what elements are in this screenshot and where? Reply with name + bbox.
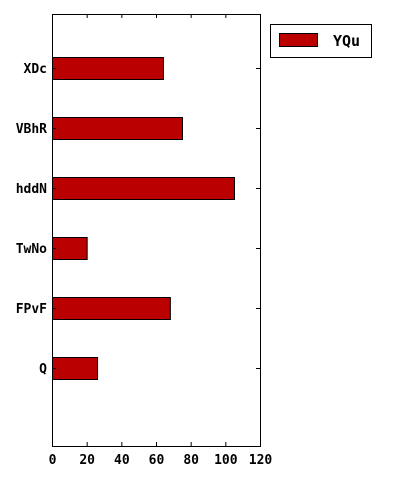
y-tick-label: TwNo: [16, 242, 47, 257]
bar-twno: [52, 237, 88, 260]
y-tick-label: Q: [39, 362, 47, 377]
x-tick-label: 40: [114, 453, 130, 468]
legend-label-yqu: YQu: [333, 32, 360, 50]
x-tick-label: 20: [79, 453, 95, 468]
y-axis: Q FPvF TwNo hddN VBhR XDc: [16, 62, 260, 377]
y-tick-label: hddN: [16, 182, 47, 197]
x-tick-label: 60: [149, 453, 165, 468]
legend-swatch: [279, 33, 318, 47]
bar-hddn: [52, 177, 235, 200]
bars-layer: [52, 57, 235, 380]
y-tick-label: VBhR: [16, 122, 47, 137]
x-tick-label: 100: [214, 453, 238, 468]
bar-vbhr: [52, 117, 183, 140]
y-tick-label: XDc: [24, 62, 47, 77]
y-tick-label: FPvF: [16, 302, 47, 317]
x-axis: 0 20 40 60 80 100 120: [49, 14, 273, 468]
x-tick-label: 0: [49, 453, 57, 468]
bar-xdc: [52, 57, 164, 80]
x-tick-label: 80: [183, 453, 199, 468]
bar-q: [52, 357, 99, 380]
bar-fpvf: [52, 297, 171, 320]
legend: YQu: [270, 24, 372, 58]
x-tick-label: 120: [249, 453, 273, 468]
